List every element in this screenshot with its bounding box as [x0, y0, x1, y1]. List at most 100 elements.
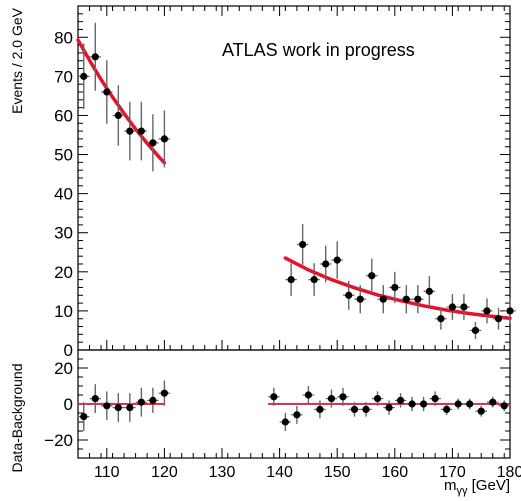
residual-data-point — [124, 393, 136, 422]
atlas-annotation: ATLAS work in progress — [222, 40, 415, 60]
residual-data-point — [101, 391, 113, 421]
residual-point-marker — [500, 402, 508, 410]
main-y-ticks: 0 10 20 30 40 50 60 70 80 — [54, 13, 510, 360]
residual-point-marker — [293, 411, 301, 419]
residual-y-tick-label: 20 — [54, 359, 73, 378]
main-data-point — [458, 294, 470, 320]
main-data-point — [504, 298, 516, 324]
main-data-point — [469, 321, 482, 340]
main-point-marker — [310, 276, 318, 284]
main-point-marker — [460, 303, 468, 311]
main-y-axis-label: Events / 2.0 GeV — [9, 7, 25, 113]
main-point-marker — [379, 295, 387, 303]
residual-y-ticks: −20 0 20 — [44, 358, 510, 450]
x-tick-label: 120 — [151, 464, 178, 481]
main-fit-curves — [76, 38, 512, 321]
main-y-tick-label: 20 — [54, 263, 73, 282]
main-point-marker — [471, 326, 480, 335]
main-panel: ATLAS work in progress Events / 2.0 GeV … — [9, 5, 516, 360]
x-tick-label: 130 — [209, 464, 236, 481]
main-point-marker — [402, 295, 410, 303]
x-tick-label: 150 — [324, 464, 351, 481]
residual-y-axis-label: Data-Background — [9, 364, 25, 473]
residual-data-point — [302, 386, 315, 404]
main-data-point — [78, 43, 90, 110]
main-y-tick-label: 70 — [54, 67, 73, 86]
residual-point-marker — [362, 405, 370, 413]
main-data-point — [423, 276, 436, 307]
main-data-point — [285, 263, 297, 297]
main-data-point — [342, 280, 355, 310]
residual-data-point — [279, 413, 292, 431]
residual-data-points — [78, 380, 510, 431]
main-data-point — [400, 285, 413, 314]
residual-panel: Data-Background 110 120 130 140 150 160 170 180… — [9, 349, 521, 497]
residual-data-point — [135, 387, 148, 417]
residual-data-point — [486, 396, 499, 408]
residual-data-point — [406, 396, 418, 412]
residual-data-point — [475, 405, 487, 417]
main-point-marker — [114, 111, 122, 120]
main-data-point — [389, 271, 401, 304]
main-point-marker — [91, 53, 99, 61]
residual-data-point — [371, 391, 384, 406]
residual-data-point — [348, 402, 361, 417]
x-tick-label: 160 — [381, 464, 408, 481]
residual-point-marker — [454, 400, 462, 408]
main-point-marker — [425, 287, 433, 295]
residual-data-point — [394, 393, 407, 408]
main-point-marker — [160, 135, 168, 143]
residual-point-marker — [431, 395, 439, 403]
residual-point-marker — [270, 393, 278, 401]
residual-data-point — [158, 380, 171, 406]
main-data-point — [158, 110, 171, 168]
residual-data-point — [463, 398, 476, 410]
main-point-marker — [126, 127, 134, 135]
main-y-tick-label: 30 — [54, 224, 73, 243]
main-data-point — [308, 263, 320, 297]
main-point-marker — [333, 256, 341, 264]
residual-point-marker — [137, 398, 145, 406]
main-point-marker — [137, 127, 145, 135]
residual-point-marker — [408, 400, 416, 408]
residual-point-marker — [443, 405, 451, 413]
residual-data-point — [417, 396, 430, 412]
main-point-marker — [437, 315, 445, 323]
residual-point-marker — [126, 404, 134, 412]
main-data-points — [78, 22, 516, 340]
main-data-point — [435, 307, 447, 330]
main-point-marker — [483, 307, 491, 315]
residual-data-point — [452, 398, 464, 410]
residual-point-marker — [385, 404, 393, 412]
residual-data-point — [429, 391, 441, 406]
x-tick-label: 180 — [497, 464, 521, 481]
main-y-tick-label: 80 — [54, 28, 73, 47]
residual-point-marker — [466, 400, 474, 408]
main-point-marker — [494, 315, 503, 323]
residual-data-point — [383, 400, 395, 415]
residual-data-point — [89, 384, 102, 413]
main-data-point — [319, 245, 332, 283]
main-data-point — [446, 294, 459, 320]
residual-point-marker — [373, 395, 382, 403]
residual-data-point — [112, 393, 125, 422]
main-data-point — [481, 298, 493, 324]
main-y-tick-label: 10 — [54, 302, 73, 321]
residual-point-marker — [396, 396, 405, 404]
x-tick-label: 140 — [266, 464, 293, 481]
main-data-point — [354, 285, 366, 314]
main-point-marker — [356, 295, 364, 303]
residual-data-point — [337, 387, 349, 406]
main-point-marker — [506, 307, 514, 315]
main-data-point — [112, 85, 125, 146]
main-y-tick-label: 0 — [64, 341, 73, 360]
residual-point-marker — [327, 395, 336, 403]
x-tick-label: 170 — [439, 464, 466, 481]
residual-point-marker — [420, 400, 428, 408]
main-point-marker — [368, 272, 376, 280]
main-y-tick-label: 40 — [54, 185, 73, 204]
residual-data-point — [360, 402, 372, 417]
residual-data-point — [147, 387, 159, 413]
main-data-point — [89, 22, 102, 91]
main-point-marker — [149, 139, 157, 147]
